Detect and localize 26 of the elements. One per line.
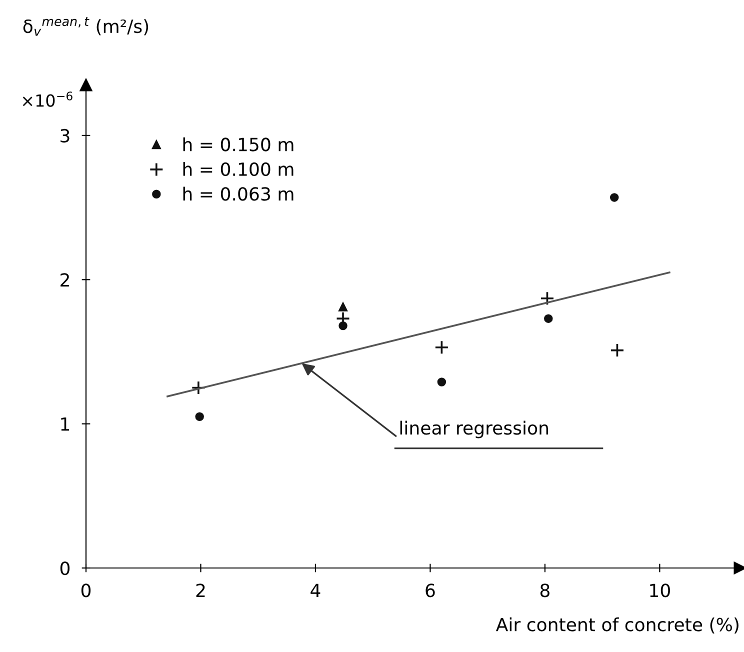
x-tick-label: 2 [196,584,205,597]
point [195,412,204,421]
legend-label: h = 0.063 m [183,186,294,201]
y-tick-label: 1 [61,418,70,431]
annotation: linear regression [400,420,548,438]
point [338,302,348,312]
x-tick-label: 4 [310,584,320,597]
point [437,378,446,386]
x-axis-title: Air content of concrete (%) [496,617,738,634]
y-axis-title: δ$_{v}$$^{mean,t}$ (m²/s) [23,17,148,36]
x-tick-label: 6 [426,584,435,598]
point [540,291,554,306]
y-tick-label: 0 [60,561,70,576]
text: ×10$^{−6}$ [22,92,72,107]
x-tick-label: 10 [650,584,670,598]
y-tick-label: 2 [60,273,69,286]
y-tick-label: 3 [60,128,70,143]
point [610,343,624,358]
legend-label: h = 0.150 m [183,137,294,152]
point [434,340,449,355]
legend-label: h = 0.100 m [183,162,294,176]
point [610,193,619,202]
x-tick-label: 8 [540,584,550,598]
point [338,321,348,330]
point [544,314,553,323]
x-tick-label: 0 [81,584,91,598]
